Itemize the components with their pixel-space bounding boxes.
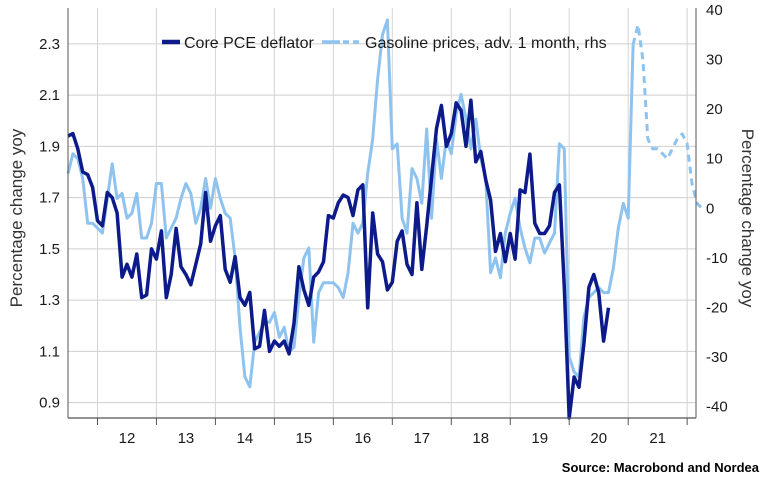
series-layer: [66, 18, 703, 420]
source-note: Source: Macrobond and Nordea: [561, 460, 759, 475]
series-line-core-pce: [67, 98, 611, 420]
legend-label-gasoline: Gasoline prices, adv. 1 month, rhs: [365, 35, 607, 52]
y-tick-label-right: -10: [706, 250, 728, 267]
y-tick-label-left: 1.3: [39, 292, 60, 309]
y-tick-label-right: 0: [706, 200, 714, 217]
y-tick-label-left: 2.3: [39, 36, 60, 53]
y-tick-label-right: 30: [706, 52, 723, 69]
y-tick-label-left: 1.1: [39, 343, 60, 360]
x-tick-label: 15: [296, 430, 313, 447]
legend: Core PCE deflator Gasoline prices, adv. …: [162, 35, 607, 52]
y-tick-label-right: -30: [706, 349, 728, 366]
x-tick-label: 18: [472, 430, 489, 447]
x-tick-label: 16: [354, 430, 371, 447]
y-tick-label-right: -20: [706, 299, 728, 316]
x-tick-label: 13: [178, 430, 195, 447]
x-tick-label: 21: [649, 430, 666, 447]
x-tick-label: 20: [590, 430, 607, 447]
x-tick-label: 19: [531, 430, 548, 447]
grid-layer: [68, 8, 696, 418]
x-tick-label: 12: [119, 430, 136, 447]
y-tick-label-right: 10: [706, 151, 723, 168]
axes-layer: [67, 8, 697, 425]
y-tick-label-right: 40: [706, 2, 723, 19]
y-axis-title-right: Percentage change yoy: [738, 129, 757, 308]
y-tick-label-left: 1.5: [39, 241, 60, 258]
y-tick-label-left: 2.1: [39, 87, 60, 104]
series-line-gasoline-forecast: [631, 23, 703, 210]
y-tick-label-left: 1.9: [39, 138, 60, 155]
ticks-layer: 0.9 1.1 1.3 1.5 1.7 1.9 2.1 2.3 -40 -30 -20 -10 0 10 2…: [39, 2, 728, 447]
x-tick-label: 14: [237, 430, 254, 447]
y-tick-label-left: 1.7: [39, 190, 60, 207]
y-tick-label-right: 20: [706, 101, 723, 118]
y-tick-label-right: -40: [706, 399, 728, 416]
y-axis-title-left: Percentage change yoy: [7, 128, 26, 307]
series-line-gasoline: [66, 18, 635, 389]
legend-label-core-pce: Core PCE deflator: [184, 35, 315, 52]
y-tick-label-left: 0.9: [39, 395, 60, 412]
x-tick-label: 17: [413, 430, 430, 447]
